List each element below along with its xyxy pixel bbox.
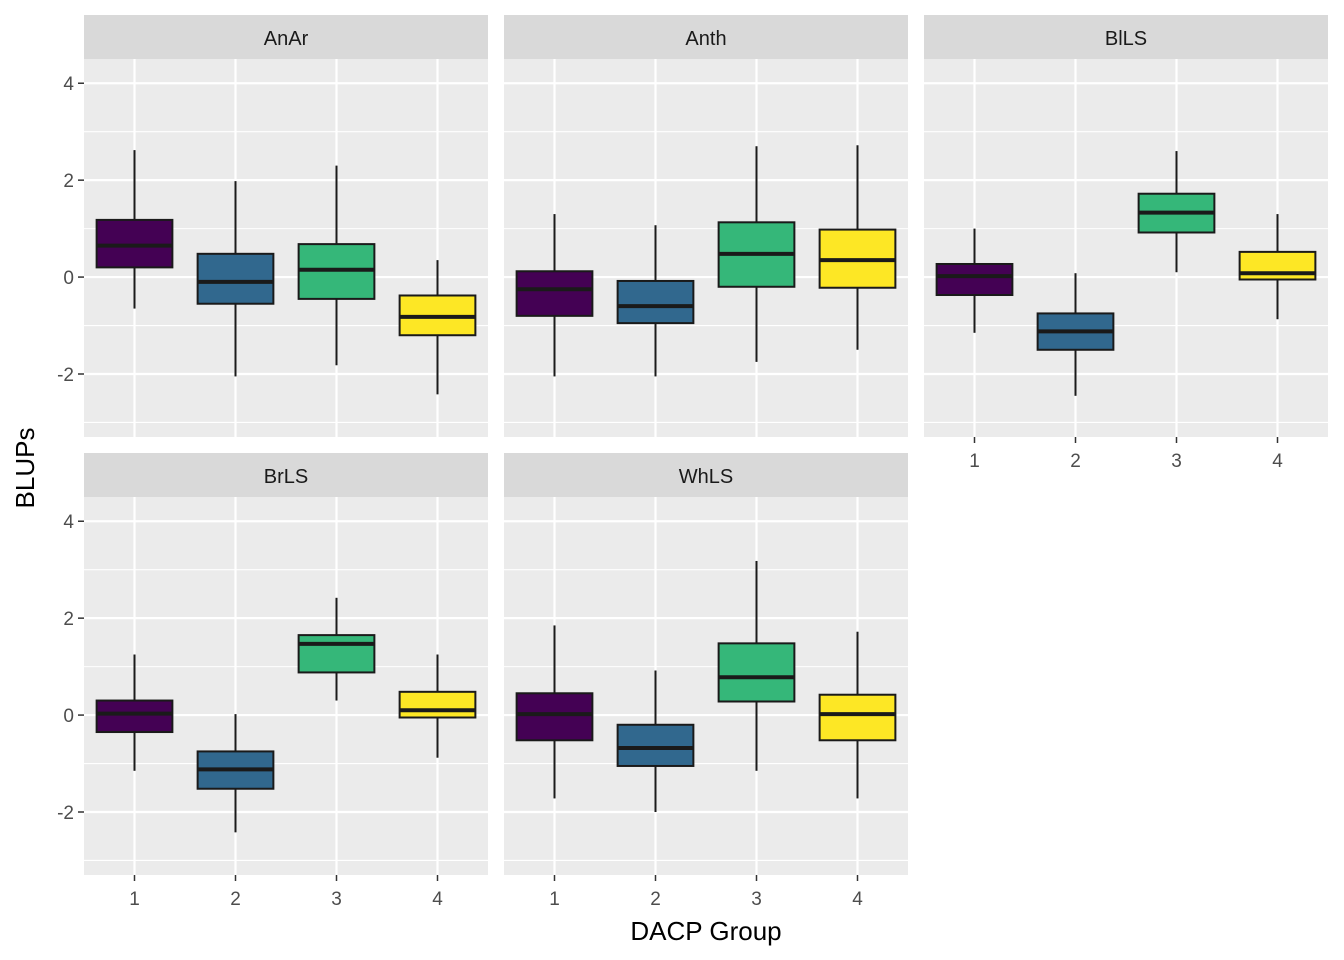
y-tick-label: 4 xyxy=(63,74,74,95)
facet-strip xyxy=(84,15,488,59)
box-group-1 xyxy=(95,150,174,309)
facet-strip xyxy=(84,453,488,497)
facet-panels: AnAr -2 0 2 4 Anth BlLS 1 2 3 4 BrLS -2 0 2 4 1 2 3 4 WhLS 1 2… xyxy=(57,15,1328,910)
box-iqr xyxy=(616,279,695,325)
box-group-3 xyxy=(717,560,796,771)
box-group-4 xyxy=(1238,214,1317,320)
y-axis-title: BLUPs xyxy=(10,428,40,509)
box-iqr xyxy=(297,634,376,674)
x-tick-label: 4 xyxy=(432,889,443,910)
box-iqr xyxy=(818,693,897,742)
box-group-4 xyxy=(398,654,477,758)
box-group-1 xyxy=(935,228,1014,333)
panel-anth: Anth xyxy=(504,15,908,437)
x-tick-label: 1 xyxy=(129,889,140,910)
box-group-1 xyxy=(515,214,594,377)
box-iqr xyxy=(515,692,594,742)
y-tick-label: -2 xyxy=(57,365,74,386)
facet-strip-label: AnAr xyxy=(264,28,309,50)
x-tick-label: 2 xyxy=(1070,451,1081,472)
x-tick-label: 4 xyxy=(852,889,863,910)
panel-background xyxy=(504,497,908,875)
box-group-3 xyxy=(297,597,376,701)
box-group-2 xyxy=(1036,273,1115,396)
facet-strip-label: Anth xyxy=(685,28,726,50)
x-tick-label: 3 xyxy=(331,889,342,910)
panel-brls: BrLS -2 0 2 4 1 2 3 4 xyxy=(57,453,488,910)
y-tick-label: 0 xyxy=(63,706,74,727)
box-group-3 xyxy=(717,146,796,362)
x-tick-label: 3 xyxy=(1171,451,1182,472)
x-tick-label: 1 xyxy=(549,889,560,910)
x-tick-label: 3 xyxy=(751,889,762,910)
facet-strip-label: WhLS xyxy=(679,466,733,488)
y-tick-label: 2 xyxy=(63,609,74,630)
y-tick-label: 0 xyxy=(63,268,74,289)
box-group-3 xyxy=(1137,151,1216,273)
panel-background xyxy=(84,497,488,875)
box-group-3 xyxy=(297,165,376,366)
box-iqr xyxy=(95,699,174,734)
box-group-2 xyxy=(196,714,275,833)
box-group-2 xyxy=(196,181,275,377)
x-tick-label: 4 xyxy=(1272,451,1283,472)
facet-strip xyxy=(504,15,908,59)
facet-strip xyxy=(504,453,908,497)
box-iqr xyxy=(616,723,695,767)
x-tick-label: 2 xyxy=(650,889,661,910)
y-tick-label: -2 xyxy=(57,803,74,824)
facet-strip xyxy=(924,15,1328,59)
x-axis-title: DACP Group xyxy=(630,916,781,946)
facet-strip-label: BlLS xyxy=(1105,28,1147,50)
box-group-4 xyxy=(398,260,477,395)
box-iqr xyxy=(196,252,275,305)
box-iqr xyxy=(515,270,594,317)
box-group-1 xyxy=(95,654,174,771)
box-group-4 xyxy=(818,631,897,799)
box-iqr xyxy=(717,642,796,703)
box-iqr xyxy=(935,262,1014,297)
facet-strip-label: BrLS xyxy=(264,466,308,488)
y-tick-label: 4 xyxy=(63,512,74,533)
box-group-1 xyxy=(515,625,594,799)
x-tick-label: 2 xyxy=(230,889,241,910)
x-tick-label: 1 xyxy=(969,451,980,472)
y-tick-label: 2 xyxy=(63,171,74,192)
box-group-2 xyxy=(616,670,695,812)
panel-whls: WhLS 1 2 3 4 xyxy=(504,453,908,910)
box-iqr xyxy=(398,690,477,719)
box-iqr xyxy=(1238,250,1317,281)
panel-anar: AnAr -2 0 2 4 xyxy=(57,15,488,437)
panel-background xyxy=(924,59,1328,437)
box-group-4 xyxy=(818,145,897,350)
panel-blls: BlLS 1 2 3 4 xyxy=(924,15,1328,472)
box-group-2 xyxy=(616,225,695,377)
